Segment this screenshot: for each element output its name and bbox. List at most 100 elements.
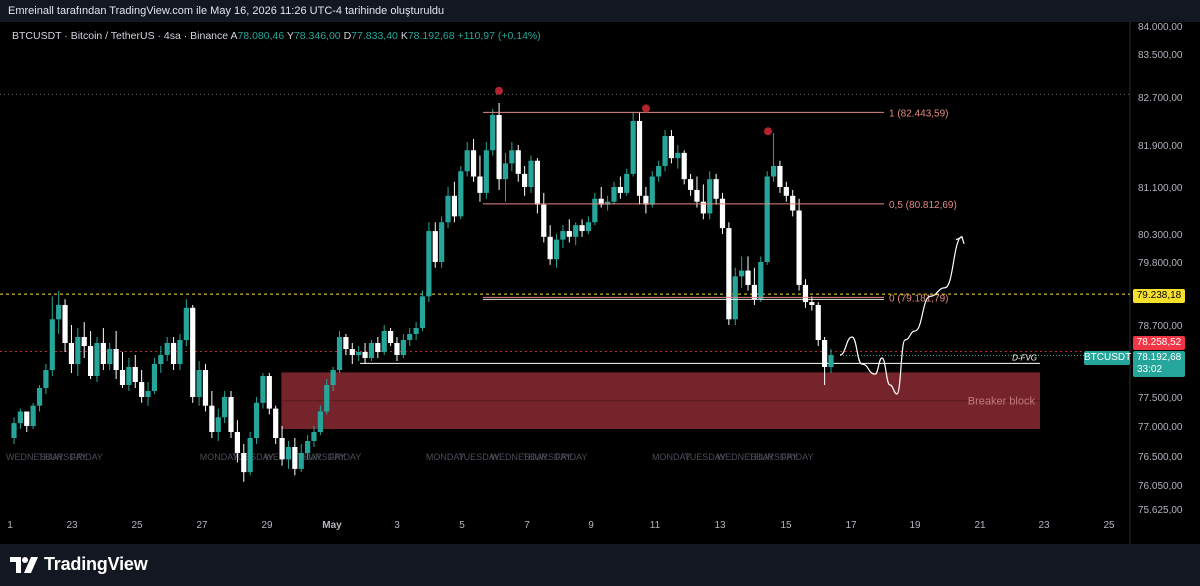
candle-body <box>541 204 547 237</box>
candle <box>732 267 738 325</box>
candle-body <box>407 334 413 340</box>
top-bar: Emreinall tarafından TradingView.com ile… <box>0 0 1200 22</box>
candle <box>630 112 636 177</box>
chart-area[interactable]: WEDNESDAYTHURSDAYFRIDAYMONDAYTUESDAYWEDN… <box>0 22 1200 544</box>
candle <box>43 364 49 394</box>
candle-body <box>656 166 662 177</box>
candle-body <box>317 411 323 432</box>
candle <box>234 420 240 463</box>
candle <box>222 391 228 424</box>
brand-name: TradingView <box>44 554 148 574</box>
candle <box>547 225 553 265</box>
candle-body <box>662 136 668 166</box>
candle <box>490 109 496 156</box>
candle-body <box>668 136 675 159</box>
candle <box>419 290 426 331</box>
close-label: K <box>400 30 408 42</box>
weekday-label: TUESDAY <box>232 452 274 462</box>
candle-body <box>445 195 451 223</box>
tradingview-logo[interactable]: TradingView <box>10 554 148 575</box>
candle <box>139 370 145 403</box>
candle <box>770 133 777 182</box>
candle-body <box>273 408 279 438</box>
candle-body <box>49 319 55 370</box>
candle-body <box>139 382 145 397</box>
candle <box>113 331 119 379</box>
x-tick-label: 15 <box>780 520 792 531</box>
candle-body <box>649 176 655 205</box>
level-price-label: 79.238,18 <box>1133 289 1185 303</box>
candle-body <box>598 198 604 205</box>
candle <box>253 397 260 444</box>
y-tick-label: 76.500,00 <box>1138 452 1183 463</box>
candle-body <box>528 160 534 187</box>
candle-body <box>68 343 75 364</box>
candle <box>228 391 234 438</box>
candle-body <box>30 405 36 426</box>
candle-body <box>822 340 828 367</box>
candle <box>451 181 458 223</box>
candle <box>317 405 323 435</box>
candle-body <box>311 432 317 441</box>
candle-body <box>707 179 713 214</box>
candle <box>458 166 464 220</box>
high-label: Y <box>286 30 294 42</box>
projection-arrowhead <box>955 235 965 244</box>
candle-body <box>368 343 375 358</box>
candle-body <box>770 166 777 177</box>
candle <box>202 364 209 412</box>
candle <box>611 181 617 205</box>
candle <box>11 417 17 444</box>
candle-body <box>630 121 636 174</box>
candle <box>822 337 828 385</box>
candle-body <box>56 304 62 320</box>
candle-body <box>419 296 426 328</box>
price-chart[interactable]: WEDNESDAYTHURSDAYFRIDAYMONDAYTUESDAYWEDN… <box>0 22 1200 544</box>
y-tick-label: 77.500,00 <box>1138 393 1183 404</box>
y-tick-label: 81.900,00 <box>1138 141 1183 152</box>
candle-body <box>592 198 598 223</box>
x-tick-label: 11 <box>650 520 661 531</box>
candle-body <box>279 438 285 460</box>
x-tick-label: 29 <box>261 520 273 531</box>
candle-body <box>94 343 100 376</box>
candle-body <box>764 176 770 262</box>
candle <box>87 331 94 379</box>
candle-body <box>170 343 177 364</box>
candle <box>675 145 681 169</box>
candle <box>585 216 592 234</box>
candle-body <box>751 284 758 300</box>
candle-body <box>643 195 649 205</box>
candle <box>790 189 796 217</box>
candle-body <box>202 370 209 406</box>
candle <box>758 256 764 303</box>
candle-body <box>458 171 464 217</box>
candle-body <box>75 337 81 364</box>
candle <box>464 142 470 177</box>
close-value: 78.192,68 <box>407 30 455 42</box>
candle-body <box>694 189 700 202</box>
candle <box>368 340 375 361</box>
candle-body <box>560 231 566 240</box>
candle-body <box>158 355 164 364</box>
candle <box>407 328 413 346</box>
candle <box>579 219 585 237</box>
candle-body <box>113 349 119 370</box>
candle-body <box>464 150 470 172</box>
x-tick-label: 23 <box>66 520 78 531</box>
candle <box>470 139 477 182</box>
candle-body <box>451 195 458 217</box>
candle-body <box>719 198 726 229</box>
weekday-label: THURSDAY <box>297 452 346 462</box>
x-tick-label: 19 <box>909 520 921 531</box>
candle-body <box>132 367 138 382</box>
candle-body <box>726 228 732 320</box>
candle <box>726 222 732 325</box>
candle-body <box>145 391 151 397</box>
candle-body <box>611 187 617 202</box>
candle-body <box>36 388 43 406</box>
candle <box>273 405 279 444</box>
candle-body <box>260 376 266 403</box>
candle-body <box>515 150 521 174</box>
candle <box>330 367 336 391</box>
